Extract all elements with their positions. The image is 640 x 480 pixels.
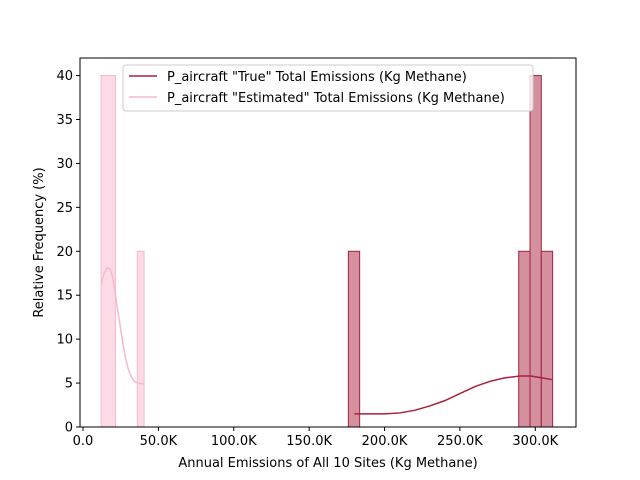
x-axis-title: Annual Emissions of All 10 Sites (Kg Met…: [178, 456, 477, 471]
x-tick-label: 0.0: [73, 434, 94, 449]
x-tick-label: 200.0K: [362, 434, 408, 449]
x-tick-label: 100.0K: [211, 434, 257, 449]
histogram-bar: [518, 250, 531, 428]
legend: P_aircraft "True" Total Emissions (Kg Me…: [122, 64, 534, 112]
plot-area: [100, 75, 554, 428]
x-tick-label: 50.0K: [140, 434, 178, 449]
y-tick-label: 10: [56, 333, 73, 348]
x-tick-label: 300.0K: [512, 434, 558, 449]
legend-box: [122, 64, 534, 112]
y-tick-label: 30: [56, 157, 73, 172]
y-tick-label: 35: [56, 113, 73, 128]
y-tick-label: 40: [56, 69, 73, 84]
y-tick-label: 25: [56, 201, 73, 216]
legend-label-true: P_aircraft "True" Total Emissions (Kg Me…: [167, 70, 467, 85]
kde-curve: [354, 375, 553, 415]
histogram-bar: [100, 75, 116, 428]
legend-label-estimated: P_aircraft "Estimated" Total Emissions (…: [167, 91, 505, 106]
axis-ticks: 0.0 50.0K 100.0K 150.0K 200.0K 250.0K 300.0K 0 5…: [56, 69, 558, 449]
x-tick-label: 250.0K: [437, 434, 483, 449]
histogram-bar: [347, 250, 361, 428]
y-axis-title: Relative Frequency (%): [32, 167, 47, 317]
x-tick-label: 150.0K: [286, 434, 332, 449]
kde-curve: [100, 267, 144, 385]
histogram-bar: [136, 250, 145, 428]
histogram-bar: [540, 250, 554, 428]
histogram-bar: [529, 75, 542, 428]
y-tick-label: 15: [56, 289, 73, 304]
y-tick-label: 5: [65, 377, 73, 392]
axes-frame: [79, 57, 577, 428]
y-tick-label: 20: [56, 245, 73, 260]
y-tick-label: 0: [65, 421, 73, 436]
